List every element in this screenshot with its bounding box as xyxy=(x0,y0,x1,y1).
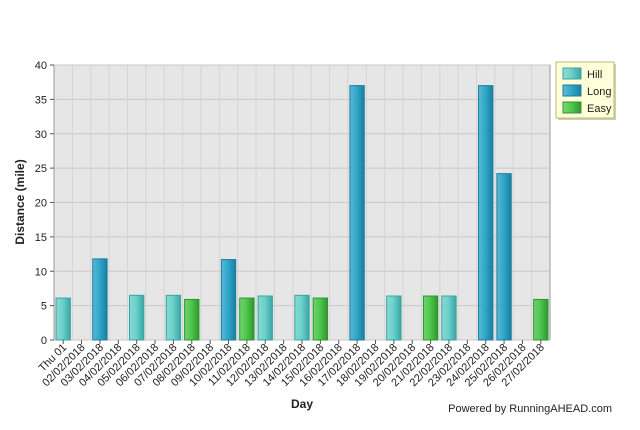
bar-hill xyxy=(441,295,457,341)
y-tick-label: 40 xyxy=(35,60,47,72)
y-tick-label: 0 xyxy=(41,335,47,347)
bar-hill xyxy=(257,295,273,341)
legend-swatch-easy xyxy=(562,101,582,114)
legend-swatch-long xyxy=(562,84,582,97)
bar-easy xyxy=(312,297,329,341)
y-tick-label: 25 xyxy=(35,163,47,175)
bar-long xyxy=(220,259,237,341)
legend-swatch-hill xyxy=(562,67,582,80)
x-axis-title: Day xyxy=(291,397,313,411)
credit-text: Powered by RunningAHEAD.com xyxy=(448,403,612,415)
legend-label-hill: Hill xyxy=(587,69,602,81)
bar-long xyxy=(349,85,365,341)
y-tick-label: 35 xyxy=(35,94,47,106)
bar-easy xyxy=(239,297,255,341)
y-tick-label: 5 xyxy=(41,301,47,313)
bar-easy xyxy=(533,298,549,341)
y-tick-label: 15 xyxy=(35,232,47,244)
bar-long xyxy=(496,173,512,341)
legend-label-easy: Easy xyxy=(587,103,612,115)
legend-label-long: Long xyxy=(587,86,611,98)
bar-hill xyxy=(55,297,71,341)
y-tick-label: 30 xyxy=(35,129,47,141)
y-axis-title: Distance (mile) xyxy=(13,159,27,244)
bar-long xyxy=(92,258,108,341)
bar-hill xyxy=(294,294,310,341)
bar-hill xyxy=(165,294,182,341)
bar-easy xyxy=(184,298,200,341)
y-tick-label: 10 xyxy=(35,266,47,278)
y-axis-ticks: 0 5 10 15 20 25 30 35 40 xyxy=(35,60,54,347)
bar-long xyxy=(478,85,494,341)
y-tick-label: 20 xyxy=(35,198,47,210)
bar-easy xyxy=(422,295,439,341)
bar-hill xyxy=(129,294,145,341)
bars xyxy=(55,85,549,341)
x-axis-ticks: Thu 0102/02/201803/02/201804/02/201805/0… xyxy=(37,340,547,389)
legend: Hill Long Easy xyxy=(555,61,616,120)
bar-hill xyxy=(386,295,402,341)
